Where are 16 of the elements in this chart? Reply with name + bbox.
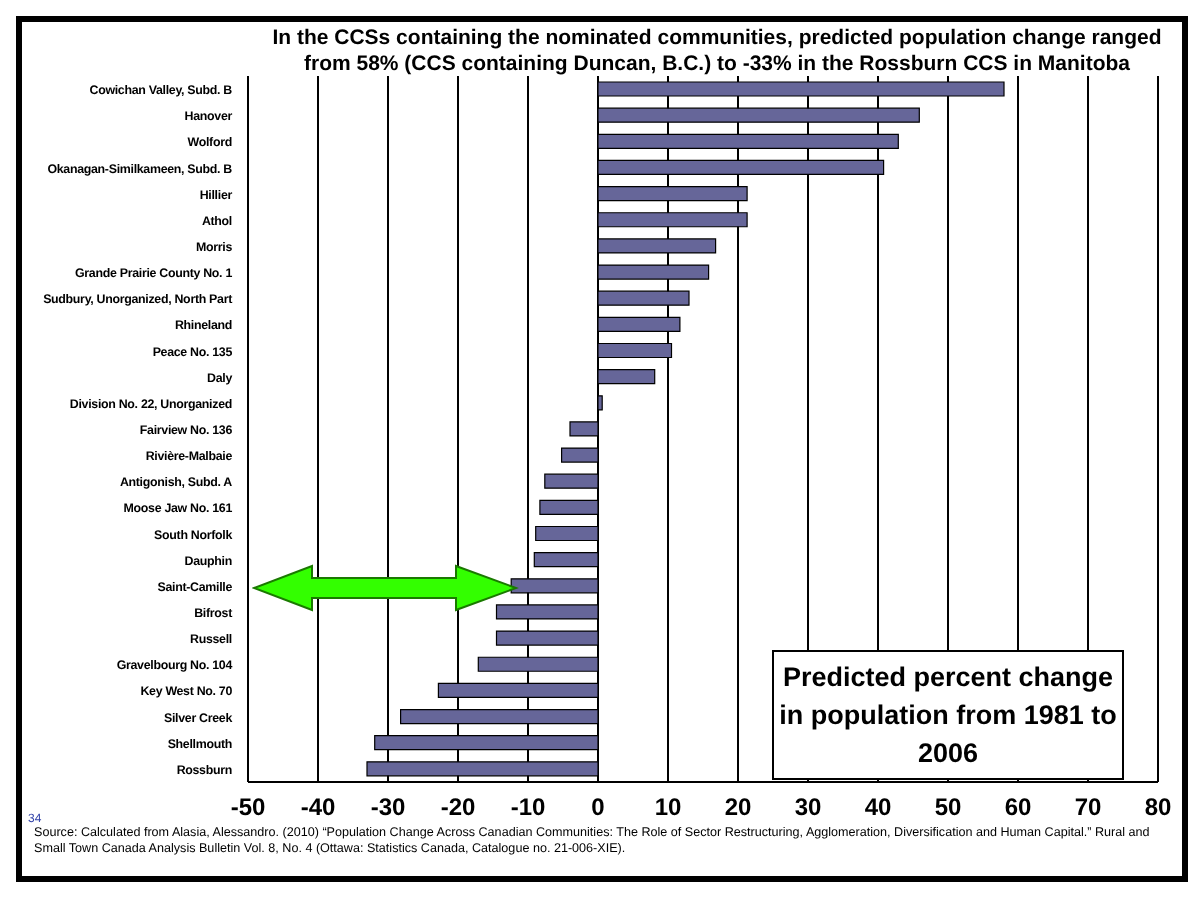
x-tick-label: 20	[724, 793, 752, 822]
x-tick-label: 10	[654, 793, 682, 822]
x-tick-label: 60	[1004, 793, 1032, 822]
x-tick-label: 50	[934, 793, 962, 822]
x-tick-label: -10	[510, 793, 546, 822]
chart-title: In the CCSs containing the nominated communities, predicted population change ranged from 58% (CCS containing Duncan, B.C.) to -33% in the Rossburn CCS in Manitoba	[270, 26, 1164, 78]
x-tick-label: 30	[794, 793, 822, 822]
x-tick-label: -50	[230, 793, 266, 822]
x-tick-label: -30	[370, 793, 406, 822]
x-tick-label: 70	[1074, 793, 1102, 822]
x-tick-label: 80	[1144, 793, 1172, 822]
x-tick-label: 40	[864, 793, 892, 822]
annotation: Predicted percent change in population from 1981 to 2006	[772, 650, 1124, 780]
x-tick-label: 0	[591, 793, 606, 822]
x-tick-label: -20	[440, 793, 476, 822]
x-tick-label: -40	[300, 793, 336, 822]
